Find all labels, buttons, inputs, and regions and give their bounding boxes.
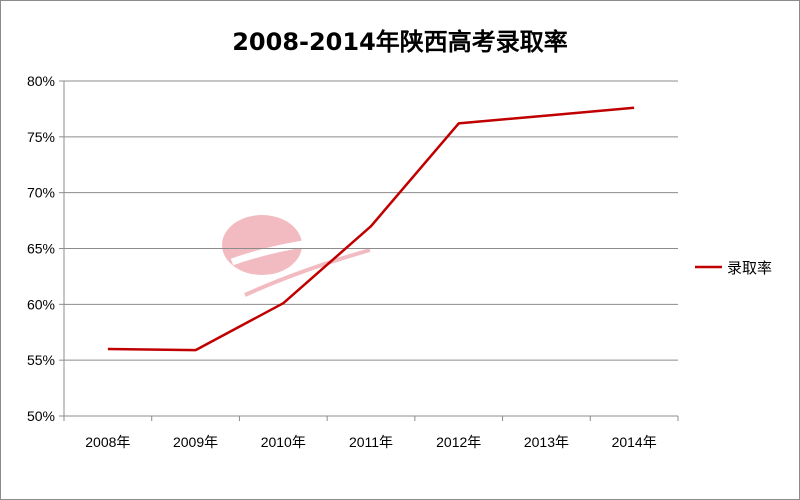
y-tick-label: 70% — [27, 185, 55, 201]
grid-lines — [64, 80, 678, 361]
chart-title: 2008-2014年陕西高考录取率 — [232, 28, 568, 56]
y-tick-label: 50% — [27, 408, 55, 424]
legend: 录取率 — [695, 259, 772, 277]
axes — [59, 80, 679, 421]
x-tick-label: 2010年 — [261, 434, 306, 450]
series-line — [107, 106, 635, 352]
watermark-logo — [222, 215, 381, 297]
legend-label: 录取率 — [727, 259, 772, 277]
y-tick-labels: 50% 55% 60% 65% 70% 75% 80% — [27, 73, 55, 424]
x-tick-label: 2008年 — [85, 434, 130, 450]
watermark-swoosh — [230, 234, 381, 266]
x-tick-label: 2011年 — [349, 434, 393, 450]
y-tick-label: 55% — [27, 352, 55, 368]
series-lines — [107, 106, 635, 352]
x-tick-label: 2014年 — [612, 434, 657, 450]
x-tick-label: 2012年 — [436, 434, 481, 450]
y-tick-label: 60% — [27, 296, 55, 312]
watermark-swoosh-tail — [244, 248, 371, 297]
watermark-e-shape — [222, 215, 302, 275]
x-tick-label: 2009年 — [173, 434, 218, 450]
y-tick-label: 65% — [27, 241, 55, 257]
y-tick-label: 80% — [27, 73, 55, 89]
y-tick-label: 75% — [27, 129, 55, 145]
x-tick-label: 2013年 — [524, 434, 569, 450]
x-tick-labels: 2008年 2009年 2010年 2011年 2012年 2013年 2014年 — [85, 434, 656, 450]
